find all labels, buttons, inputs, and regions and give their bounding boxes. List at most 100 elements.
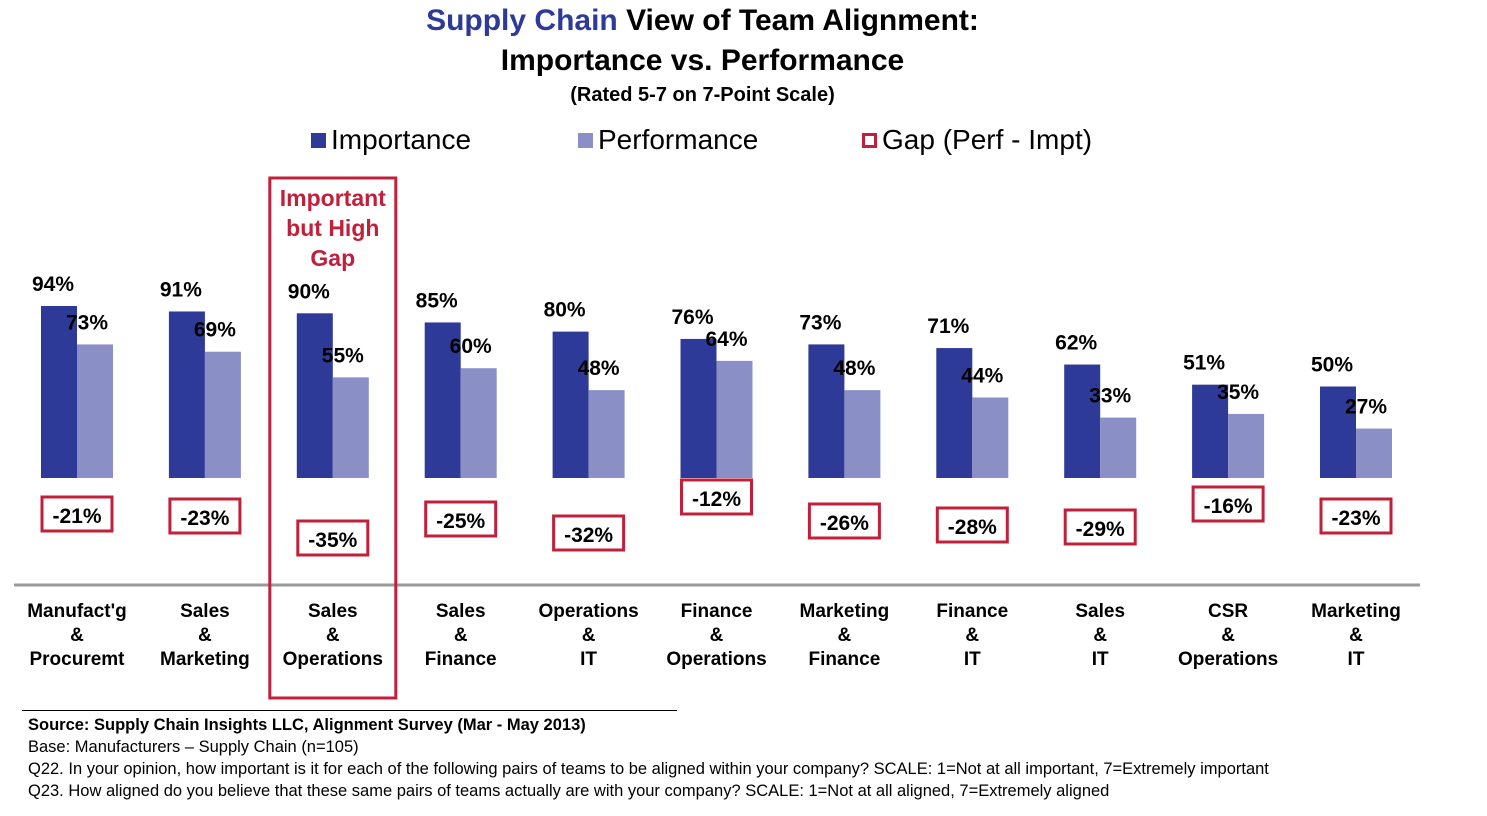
- category-label-finance-it-line-3: IT: [964, 649, 981, 670]
- category-label-sales-marketing-line-2: &: [198, 625, 212, 646]
- label-performance-finance-it: 44%: [961, 364, 1003, 387]
- label-gap-finance-it: -28%: [948, 516, 997, 539]
- label-importance-marketing-it: 50%: [1311, 354, 1353, 377]
- label-importance-operations-it: 80%: [544, 299, 586, 322]
- category-label-marketing-finance-line-1: Marketing: [800, 601, 890, 622]
- gap-box-sales-finance: [424, 500, 498, 538]
- category-label-finance-operations-line-1: Finance: [681, 601, 753, 622]
- category-label-operations-it-line-3: IT: [580, 649, 597, 670]
- label-gap-finance-operations: -12%: [692, 488, 741, 511]
- bar-chart: 94% 73% -21% Manufact'g & Procuremt 91% 69% -23%…: [14, 176, 1420, 700]
- chart-title-accent: Supply Chain: [426, 4, 618, 37]
- category-label-finance-operations-line-2: &: [710, 625, 724, 646]
- legend-swatch-gap: [862, 132, 877, 148]
- category-label-csr-operations-line-3: Operations: [1178, 649, 1278, 670]
- bar-performance-operations-it: [588, 390, 625, 478]
- bar-performance-sales-marketing: [204, 351, 241, 478]
- gap-box-sales-marketing: [168, 497, 242, 535]
- label-gap-marketing-finance: -26%: [820, 512, 869, 535]
- legend-label-gap: Gap (Perf - Impt): [882, 124, 1093, 155]
- footer-q23: Q23. How aligned do you believe that the…: [28, 782, 1110, 800]
- label-gap-csr-operations: -16%: [1204, 495, 1253, 518]
- gap-box-marketing-it: [1319, 497, 1393, 535]
- bar-importance-sales-operations: [296, 313, 333, 478]
- category-label-csr-operations-line-1: CSR: [1208, 601, 1248, 622]
- label-importance-sales-operations: 90%: [288, 280, 330, 303]
- label-importance-marketing-finance: 73%: [799, 311, 841, 334]
- legend-item-gap: Gap (Perf - Impt): [862, 124, 1092, 156]
- gap-box-finance-it: [935, 506, 1009, 544]
- category-label-sales-it-line-1: Sales: [1075, 601, 1125, 622]
- gap-box-sales-operations: [296, 519, 370, 557]
- category-label-finance-it-line-1: Finance: [936, 601, 1008, 622]
- chart-title-line-2: Importance vs. Performance: [500, 44, 905, 77]
- label-performance-operations-it: 48%: [578, 357, 620, 380]
- category-label-sales-marketing-line-3: Marketing: [160, 649, 250, 670]
- category-label-sales-operations-line-2: &: [326, 625, 340, 646]
- bar-importance-finance-it: [936, 348, 973, 478]
- bar-performance-marketing-finance: [844, 390, 881, 478]
- label-gap-sales-marketing: -23%: [180, 507, 229, 530]
- legend: Importance Performance Gap (Perf - Impt): [0, 124, 1487, 164]
- bar-importance-operations-it: [552, 331, 589, 478]
- bar-performance-manufact-g-procuremt: [77, 344, 113, 478]
- bar-performance-finance-operations: [716, 360, 753, 478]
- bar-importance-marketing-it: [1320, 386, 1356, 478]
- label-importance-manufact-g-procuremt: 94%: [32, 273, 74, 296]
- label-gap-operations-it: -32%: [564, 524, 613, 547]
- label-performance-marketing-finance: 48%: [833, 357, 875, 380]
- gap-box-marketing-finance: [807, 502, 881, 540]
- highlight-box: [268, 176, 398, 700]
- bar-performance-sales-it: [1100, 417, 1137, 478]
- category-label-finance-it-line-2: &: [965, 625, 979, 646]
- footer-divider: [22, 710, 677, 711]
- footer-q22: Q22. In your opinion, how important is i…: [28, 760, 1269, 778]
- label-importance-finance-operations: 76%: [671, 306, 713, 329]
- category-label-marketing-it-line-3: IT: [1348, 649, 1365, 670]
- bar-performance-sales-finance: [460, 368, 497, 478]
- label-importance-sales-it: 62%: [1055, 332, 1097, 355]
- chart-title-line-1: Supply Chain View of Team Alignment:: [0, 4, 1405, 38]
- legend-swatch-importance: [311, 132, 326, 148]
- category-label-manufact-g-procuremt-line-2: &: [70, 625, 84, 646]
- bar-importance-manufact-g-procuremt: [41, 305, 77, 478]
- category-label-marketing-finance-line-2: &: [838, 625, 852, 646]
- category-label-marketing-it-line-2: &: [1349, 625, 1363, 646]
- label-performance-manufact-g-procuremt: 73%: [66, 311, 108, 334]
- category-label-csr-operations-line-2: &: [1221, 625, 1235, 646]
- bar-importance-marketing-finance: [808, 344, 845, 478]
- bar-performance-csr-operations: [1228, 413, 1265, 478]
- category-label-operations-it-line-1: Operations: [538, 601, 638, 622]
- label-importance-sales-finance: 85%: [416, 289, 458, 312]
- bar-importance-sales-finance: [424, 322, 461, 478]
- chart-title-rest: View of Team Alignment:: [617, 4, 979, 37]
- legend-item-importance: Importance: [311, 124, 471, 156]
- highlight-text-line-3: Gap: [310, 245, 355, 271]
- category-label-finance-operations-line-3: Operations: [666, 649, 766, 670]
- label-performance-sales-marketing: 69%: [194, 319, 236, 342]
- label-gap-sales-it: -29%: [1076, 518, 1125, 541]
- footer-base: Base: Manufacturers – Supply Chain (n=10…: [28, 738, 359, 756]
- bar-performance-sales-operations: [332, 377, 369, 478]
- legend-label-importance: Importance: [331, 124, 472, 155]
- bar-performance-finance-it: [972, 397, 1009, 478]
- bar-performance-marketing-it: [1356, 428, 1392, 478]
- label-gap-manufact-g-procuremt: -21%: [52, 505, 101, 528]
- gap-box-manufact-g-procuremt: [40, 495, 114, 533]
- category-label-sales-finance-line-3: Finance: [425, 649, 497, 670]
- gap-box-finance-operations: [680, 478, 753, 516]
- label-gap-sales-operations: -35%: [308, 529, 357, 552]
- label-performance-sales-finance: 60%: [450, 335, 492, 358]
- label-gap-sales-finance: -25%: [436, 510, 485, 533]
- label-performance-marketing-it: 27%: [1345, 396, 1387, 419]
- label-importance-sales-marketing: 91%: [160, 278, 202, 301]
- category-label-sales-marketing-line-1: Sales: [180, 601, 230, 622]
- legend-item-performance: Performance: [578, 124, 758, 156]
- label-performance-sales-it: 33%: [1089, 385, 1131, 408]
- category-label-sales-finance-line-1: Sales: [436, 601, 486, 622]
- bar-importance-sales-it: [1064, 364, 1101, 478]
- label-performance-finance-operations: 64%: [705, 328, 747, 351]
- legend-swatch-performance: [578, 132, 593, 148]
- label-performance-csr-operations: 35%: [1217, 381, 1259, 404]
- label-importance-finance-it: 71%: [927, 315, 969, 338]
